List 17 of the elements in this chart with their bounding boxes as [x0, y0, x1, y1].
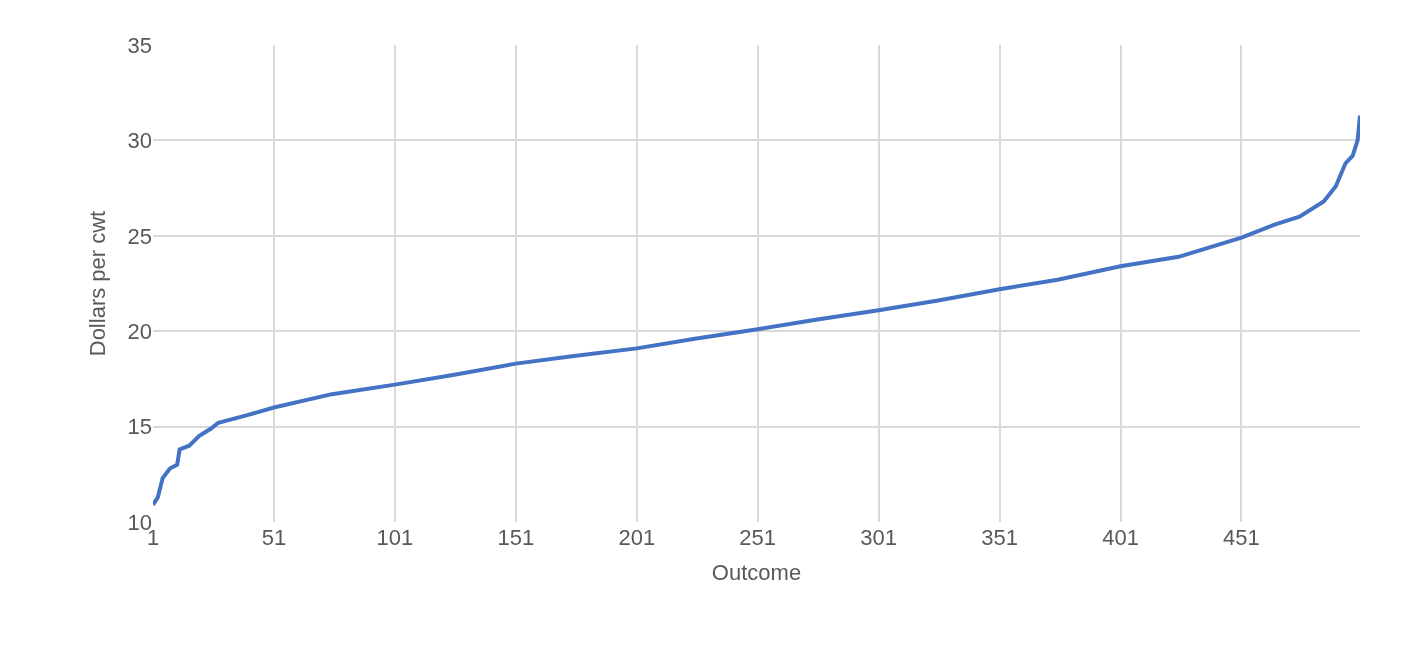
- x-tick-label: 251: [739, 525, 777, 550]
- x-tick-label: 401: [1102, 525, 1139, 550]
- x-tick-label: 351: [981, 525, 1018, 550]
- x-tick-label: 151: [497, 525, 535, 550]
- y-tick-label: 20: [127, 318, 152, 344]
- y-tick-label: 25: [127, 223, 152, 249]
- y-tick-label: 35: [127, 32, 152, 58]
- y-axis-title: Dollars per cwt: [85, 210, 111, 357]
- x-axis-title: Outcome: [711, 559, 802, 585]
- x-tick-label: 201: [618, 525, 656, 550]
- x-tick-label: 101: [376, 525, 414, 550]
- y-tick-label: 15: [127, 414, 152, 440]
- y-tick-label: 30: [127, 128, 152, 154]
- x-tick-label: 51: [261, 525, 287, 550]
- x-tick-label: 451: [1223, 525, 1260, 550]
- line-series: [153, 113, 1360, 507]
- x-tick-label: 301: [860, 525, 898, 550]
